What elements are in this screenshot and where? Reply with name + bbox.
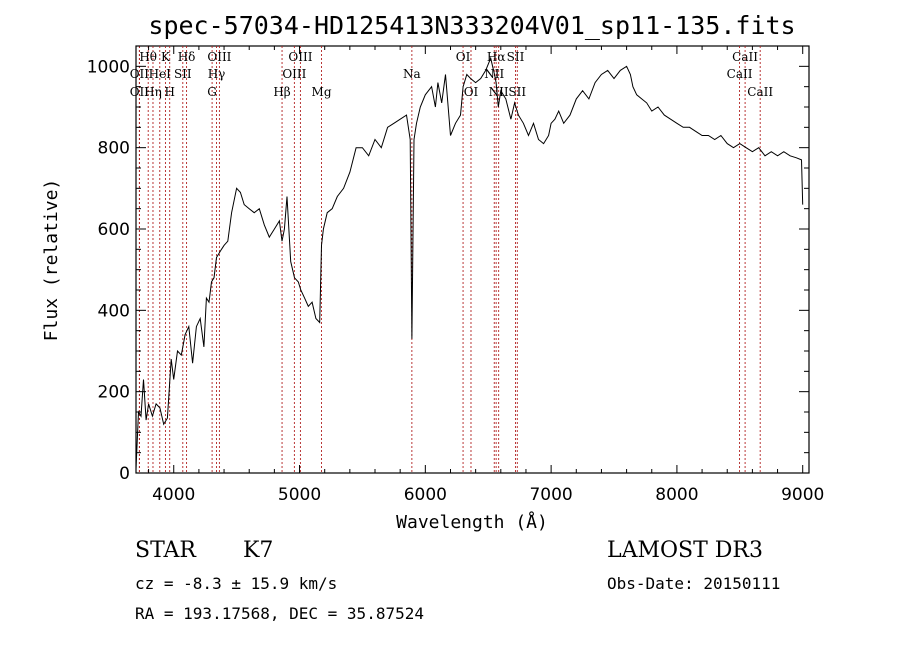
spectral-line-label: CaII <box>732 50 758 64</box>
spectral-line-label: HeI <box>149 67 172 81</box>
chart-title: spec-57034-HD125413N333204V01_sp11-135.f… <box>148 11 795 40</box>
spectral-line-label: SII <box>508 85 526 99</box>
spectrum-line <box>135 56 804 469</box>
x-tick-label: 8000 <box>655 485 698 505</box>
spectral-line-label: H <box>164 85 174 99</box>
plot-frame <box>135 45 810 474</box>
y-tick-label: 800 <box>98 139 130 159</box>
spectral-line-label: OII <box>130 85 150 99</box>
spectral-line-label: OIII <box>282 67 306 81</box>
y-tick-label: 0 <box>119 464 130 484</box>
spectral-line-label: Hη <box>144 85 162 99</box>
x-tick-label: 7000 <box>529 485 572 505</box>
spectral-line-label: Hδ <box>178 50 196 64</box>
spectral-line-label: OI <box>456 50 471 64</box>
spectral-line-markers <box>138 46 761 473</box>
x-tick-label: 9000 <box>781 485 824 505</box>
axis-ticks: 4000 5000 6000 7000 8000 9000 0 200 400 600 800 100… <box>87 45 824 505</box>
object-class: STAR <box>135 538 196 563</box>
spectral-line-label: OIII <box>288 50 312 64</box>
y-tick-label: 400 <box>98 301 130 321</box>
spectral-line-label: OI <box>464 85 479 99</box>
x-axis-label: Wavelength (Å) <box>396 511 548 533</box>
spectral-line-label: Na <box>403 67 421 81</box>
spectral-line-label: Hθ <box>139 50 157 64</box>
spectral-line-label: CaII <box>747 85 773 99</box>
spectral-line-label: OIII <box>207 50 231 64</box>
spectral-line-labels: Hθ OII OII K HeI Hη H Hδ SII OIII Hγ G OIII OIII Hβ Mg N… <box>130 50 774 99</box>
y-tick-label: 1000 <box>87 57 130 77</box>
y-tick-label: 600 <box>98 220 130 240</box>
spectral-line-label: G <box>207 85 217 99</box>
spectral-line-label: OII <box>130 67 150 81</box>
x-tick-label: 4000 <box>152 485 195 505</box>
spectral-line-label: Hγ <box>208 67 226 81</box>
spectral-line-label: Hβ <box>273 85 290 99</box>
spectral-line-label: CaII <box>727 67 753 81</box>
ra-dec: RA = 193.17568, DEC = 35.87524 <box>135 604 424 623</box>
spectral-line-label: SII <box>174 67 192 81</box>
survey-name: LAMOST DR3 <box>607 538 763 563</box>
object-subclass: K7 <box>243 538 274 563</box>
y-tick-label: 200 <box>98 383 130 403</box>
y-axis-label: Flux (relative) <box>41 179 62 342</box>
spectral-line-label: K <box>161 50 171 64</box>
spectral-line-label: Mg <box>312 85 332 99</box>
spectral-line-label: NII <box>489 85 509 99</box>
obs-date: Obs-Date: 20150111 <box>607 574 781 593</box>
x-tick-label: 6000 <box>404 485 447 505</box>
x-tick-label: 5000 <box>278 485 321 505</box>
spectral-line-label: SII <box>507 50 525 64</box>
redshift-cz: cz = -8.3 ± 15.9 km/s <box>135 574 338 593</box>
